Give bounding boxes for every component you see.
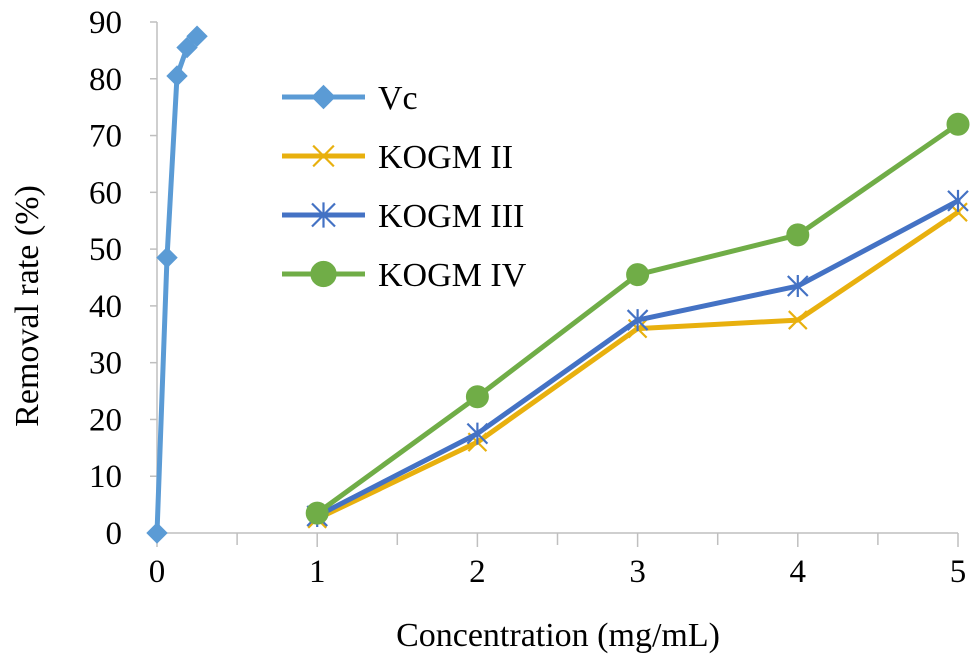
legend-label-kogm-ii: KOGM II xyxy=(378,139,513,176)
legend-label-vc: Vc xyxy=(378,80,418,117)
y-tick-label: 70 xyxy=(89,119,122,155)
series-layer xyxy=(146,25,970,544)
x-tick-label: 3 xyxy=(629,554,646,590)
y-tick-label: 20 xyxy=(89,402,122,438)
x-tick-label: 1 xyxy=(309,554,326,590)
x-tick-label: 5 xyxy=(950,554,967,590)
data-point-kogm-iii xyxy=(626,309,649,332)
data-point-kogm-iii xyxy=(947,189,969,212)
legend-marker-kogm-iv xyxy=(310,260,337,288)
series-kogm-ii xyxy=(307,202,968,529)
data-point-vc xyxy=(156,246,178,269)
legend-label-kogm-iv: KOGM IV xyxy=(378,257,527,294)
series-kogm-iv xyxy=(305,112,970,525)
legend-item-kogm-iv: KOGM IV xyxy=(282,257,527,294)
legend-marker-vc xyxy=(311,84,336,110)
data-point-vc xyxy=(176,36,198,59)
legend-item-kogm-ii: KOGM II xyxy=(282,139,513,176)
legend-item-vc: Vc xyxy=(282,80,418,117)
data-point-kogm-ii xyxy=(788,310,808,330)
series-vc xyxy=(146,25,208,544)
data-point-kogm-iii xyxy=(466,422,489,445)
legend-item-kogm-iii: KOGM III xyxy=(282,198,524,235)
series-line-vc xyxy=(154,33,200,536)
data-point-vc xyxy=(146,522,168,544)
data-point-vc xyxy=(186,25,208,47)
y-tick-label: 80 xyxy=(89,62,122,98)
y-tick-label: 40 xyxy=(89,289,122,325)
axes xyxy=(150,21,959,547)
data-point-kogm-iii xyxy=(787,275,809,298)
legend-label-kogm-iii: KOGM III xyxy=(378,198,524,235)
tick-labels: 0 10 20 30 40 50 60 70 80 90 0 1 2 3 4 5 xyxy=(89,5,966,590)
legend: Vc KOGM II KOGM III KOGM IV xyxy=(282,80,527,294)
x-tick-label: 4 xyxy=(790,554,807,590)
x-tick-label: 2 xyxy=(469,554,486,590)
y-tick-label: 0 xyxy=(106,516,123,552)
series-line-kogm-iii xyxy=(314,198,961,519)
data-point-kogm-iv xyxy=(305,501,329,525)
legend-marker-kogm-iii xyxy=(311,202,336,228)
x-axis-title: Concentration (mg/mL) xyxy=(396,617,720,654)
y-tick-label: 10 xyxy=(89,459,122,495)
x-tick-label: 0 xyxy=(149,554,166,590)
y-tick-label: 30 xyxy=(89,346,122,382)
y-tick-label: 60 xyxy=(89,175,122,211)
data-point-kogm-iv xyxy=(786,223,810,247)
y-tick-label: 50 xyxy=(89,232,122,268)
data-point-kogm-iv xyxy=(626,263,650,287)
data-point-kogm-iv xyxy=(465,385,489,409)
legend-marker-kogm-ii xyxy=(312,144,335,168)
series-kogm-iii xyxy=(306,189,969,527)
y-axis-title: Removal rate (%) xyxy=(9,185,46,427)
data-point-kogm-iv xyxy=(946,112,970,136)
y-tick-label: 90 xyxy=(89,5,122,41)
data-point-vc xyxy=(166,65,188,87)
